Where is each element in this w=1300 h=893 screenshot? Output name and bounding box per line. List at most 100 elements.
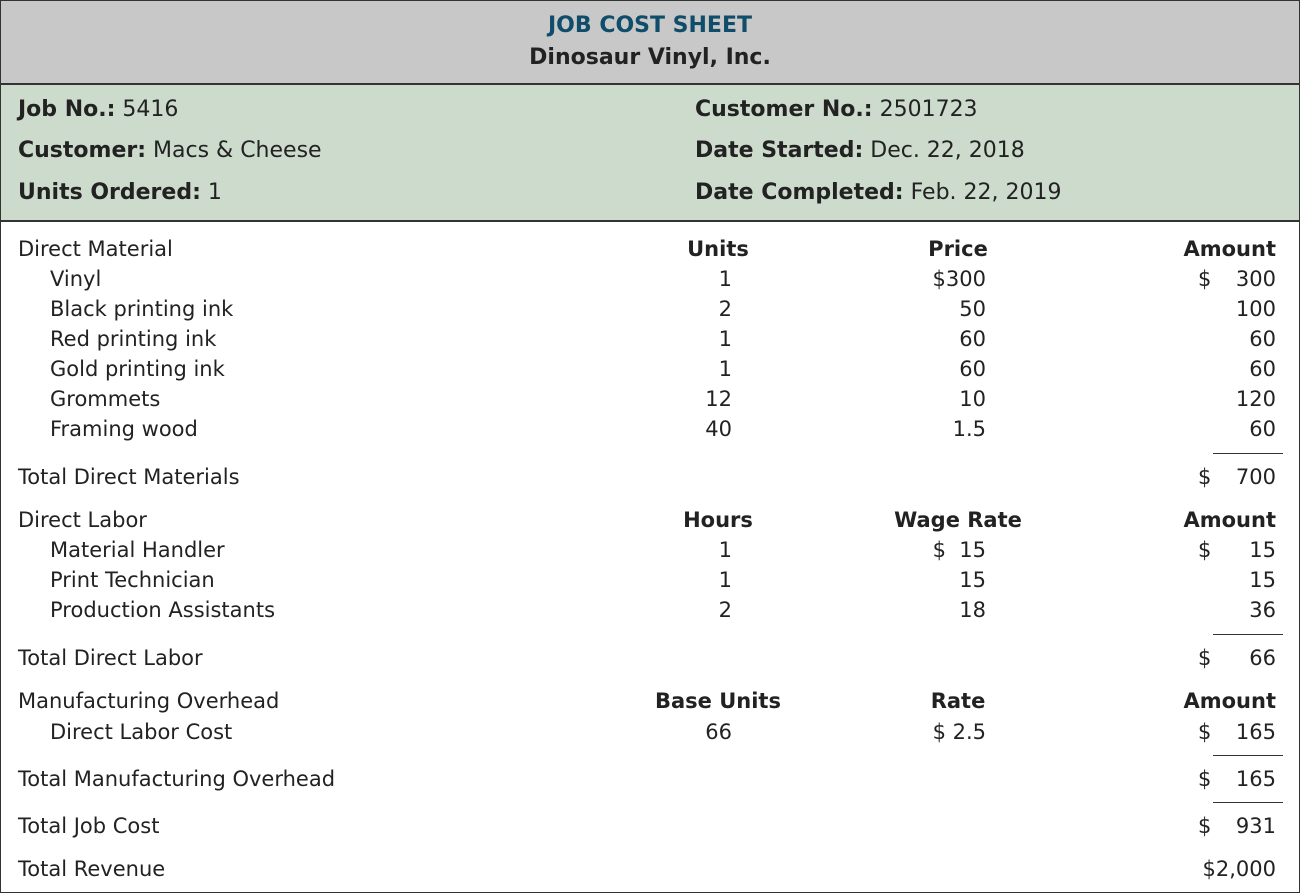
table-row: Print Technician 1 15 15 bbox=[1, 566, 1299, 594]
column-header-amount: Amount bbox=[1183, 237, 1276, 261]
total-row: Total Job Cost $931 bbox=[1, 812, 1299, 840]
amount-cell: 15 bbox=[1249, 568, 1276, 592]
section-header-row: Direct Labor Hours Wage Rate Amount bbox=[1, 506, 1299, 534]
amount-cell: 165 bbox=[1235, 720, 1276, 744]
column-header: Units bbox=[687, 237, 749, 261]
date-started: Date Started: Dec. 22, 2018 bbox=[695, 138, 1025, 163]
customer-label: Customer: bbox=[18, 138, 147, 163]
amount-cell: 120 bbox=[1235, 387, 1276, 411]
job-no-label: Job No.: bbox=[18, 97, 116, 122]
amount-cell: 66 bbox=[1249, 646, 1276, 670]
amount-cell: 15 bbox=[1249, 538, 1276, 562]
section-header-row: Direct Material Units Price Amount bbox=[1, 235, 1299, 263]
units-ordered-label: Units Ordered: bbox=[18, 180, 201, 205]
row-label: Gold printing ink bbox=[50, 357, 225, 381]
rate-cell: 60 bbox=[959, 327, 986, 351]
amount-cell: 931 bbox=[1235, 814, 1276, 838]
total-row: Total Direct Labor $66 bbox=[1, 644, 1299, 672]
row-label: Manufacturing Overhead bbox=[18, 689, 280, 713]
rate-cell: 10 bbox=[959, 387, 986, 411]
amount-cell: $2,000 bbox=[1202, 857, 1276, 881]
row-label: Total Direct Labor bbox=[18, 646, 203, 670]
rate-cell: 18 bbox=[959, 598, 986, 622]
quantity-cell: 1 bbox=[718, 327, 732, 351]
date-started-value: Dec. 22, 2018 bbox=[870, 138, 1025, 163]
customer-no-value: 2501723 bbox=[879, 97, 978, 122]
table-row: Red printing ink 1 60 60 bbox=[1, 325, 1299, 353]
row-label: Direct Material bbox=[18, 237, 173, 261]
sheet-header: JOB COST SHEET Dinosaur Vinyl, Inc. bbox=[1, 1, 1299, 85]
table-row: Material Handler 1 $ 15 $15 bbox=[1, 536, 1299, 564]
total-row: Total Direct Materials $700 bbox=[1, 463, 1299, 491]
amount-cell: 300 bbox=[1235, 267, 1276, 291]
customer-value: Macs & Cheese bbox=[153, 138, 322, 163]
dollar-sign: $ bbox=[1198, 267, 1212, 291]
total-row: Total Revenue $2,000 bbox=[1, 855, 1299, 883]
date-completed-label: Date Completed: bbox=[695, 180, 904, 205]
rate-cell: $300 bbox=[932, 267, 986, 291]
table-row: Black printing ink 2 50 100 bbox=[1, 295, 1299, 323]
dollar-sign: $ bbox=[1198, 720, 1212, 744]
rate-cell: $ 2.5 bbox=[932, 720, 986, 744]
rate-cell: 15 bbox=[959, 568, 986, 592]
column-header: Wage Rate bbox=[894, 508, 1022, 532]
table-row: Vinyl 1 $300 $300 bbox=[1, 265, 1299, 293]
column-header: Base Units bbox=[655, 689, 781, 713]
rate-cell: 60 bbox=[959, 357, 986, 381]
subtotal-rule bbox=[1213, 802, 1283, 803]
customer-no-label: Customer No.: bbox=[695, 97, 873, 122]
table-row: Gold printing ink 1 60 60 bbox=[1, 355, 1299, 383]
row-label: Total Direct Materials bbox=[18, 465, 240, 489]
quantity-cell: 40 bbox=[705, 417, 732, 441]
quantity-cell: 2 bbox=[718, 297, 732, 321]
amount-cell: 36 bbox=[1249, 598, 1276, 622]
quantity-cell: 66 bbox=[705, 720, 732, 744]
dollar-sign: $ bbox=[1198, 767, 1212, 791]
table-row: Grommets 12 10 120 bbox=[1, 385, 1299, 413]
job-no: Job No.: 5416 bbox=[18, 97, 178, 122]
amount-cell: 100 bbox=[1235, 297, 1276, 321]
column-header-amount: Amount bbox=[1183, 689, 1276, 713]
row-label: Total Manufacturing Overhead bbox=[18, 767, 336, 791]
job-no-value: 5416 bbox=[122, 97, 179, 122]
row-label: Red printing ink bbox=[50, 327, 217, 351]
date-completed: Date Completed: Feb. 22, 2019 bbox=[695, 180, 1062, 205]
total-row: Total Manufacturing Overhead $165 bbox=[1, 765, 1299, 793]
units-ordered: Units Ordered: 1 bbox=[18, 180, 222, 205]
date-completed-value: Feb. 22, 2019 bbox=[910, 180, 1062, 205]
row-label: Total Revenue bbox=[18, 857, 166, 881]
quantity-cell: 1 bbox=[718, 357, 732, 381]
table-row: Direct Labor Cost 66 $ 2.5 $165 bbox=[1, 718, 1299, 746]
table-row: Production Assistants 2 18 36 bbox=[1, 596, 1299, 624]
amount-cell: 60 bbox=[1249, 357, 1276, 381]
sheet-title: JOB COST SHEET bbox=[548, 13, 752, 38]
customer: Customer: Macs & Cheese bbox=[18, 138, 322, 163]
row-label: Direct Labor bbox=[18, 508, 147, 532]
row-label: Production Assistants bbox=[50, 598, 276, 622]
column-header-amount: Amount bbox=[1183, 508, 1276, 532]
quantity-cell: 1 bbox=[718, 538, 732, 562]
row-label: Framing wood bbox=[50, 417, 198, 441]
dollar-sign: $ bbox=[1198, 465, 1212, 489]
row-label: Print Technician bbox=[50, 568, 215, 592]
row-label: Total Job Cost bbox=[18, 814, 160, 838]
amount-cell: 165 bbox=[1235, 767, 1276, 791]
subtotal-rule bbox=[1213, 634, 1283, 635]
row-label: Material Handler bbox=[50, 538, 225, 562]
quantity-cell: 12 bbox=[705, 387, 732, 411]
company-name: Dinosaur Vinyl, Inc. bbox=[529, 45, 771, 70]
column-header: Price bbox=[928, 237, 988, 261]
dollar-sign: $ bbox=[1198, 814, 1212, 838]
row-label: Vinyl bbox=[50, 267, 102, 291]
row-label: Direct Labor Cost bbox=[50, 720, 233, 744]
row-label: Black printing ink bbox=[50, 297, 234, 321]
section-header-row: Manufacturing Overhead Base Units Rate Amou… bbox=[1, 687, 1299, 715]
row-label: Grommets bbox=[50, 387, 161, 411]
rate-cell: 50 bbox=[959, 297, 986, 321]
quantity-cell: 2 bbox=[718, 598, 732, 622]
subtotal-rule bbox=[1213, 755, 1283, 756]
column-header: Rate bbox=[930, 689, 986, 713]
dollar-sign: $ bbox=[1198, 646, 1212, 670]
amount-cell: 60 bbox=[1249, 417, 1276, 441]
